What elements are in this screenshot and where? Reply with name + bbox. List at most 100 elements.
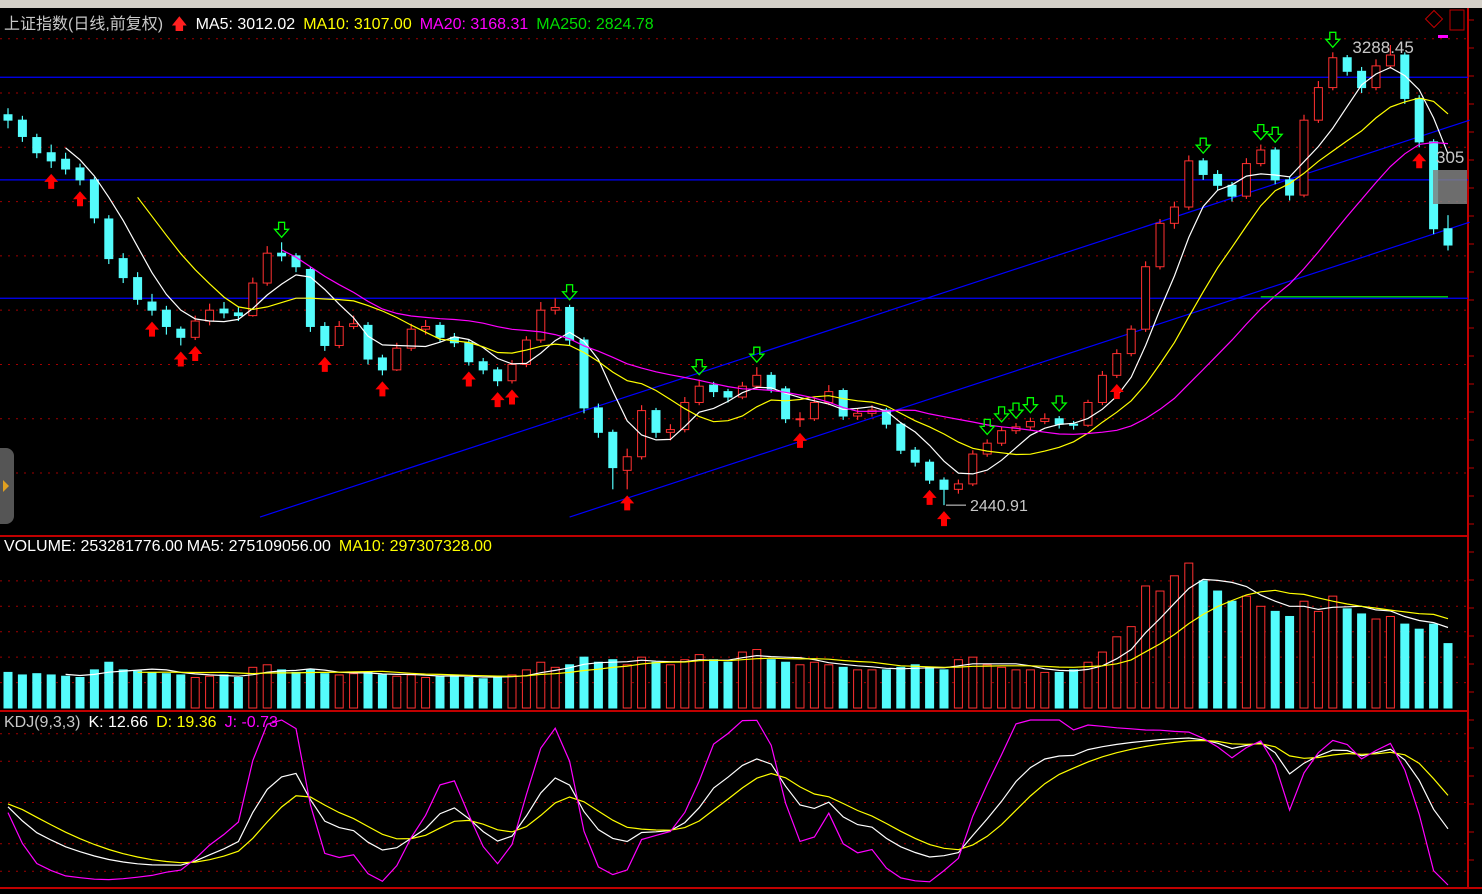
candle-body xyxy=(464,342,474,363)
volume-bar xyxy=(89,669,99,709)
sell-signal-arrow-icon xyxy=(1252,123,1270,141)
volume-bar xyxy=(104,661,114,709)
kdj-d-value: D: 19.36 xyxy=(156,714,217,731)
candle-body xyxy=(637,410,647,458)
candle-body xyxy=(1227,184,1237,197)
buy-signal-arrow-icon xyxy=(317,356,332,372)
ma20-line xyxy=(281,141,1449,435)
ma20-value: MA20: 3168.31 xyxy=(419,16,529,33)
candle-body xyxy=(709,384,719,393)
volume-bar xyxy=(161,673,171,709)
volume-bar xyxy=(1227,600,1237,709)
candle-body xyxy=(680,401,690,431)
candle-body xyxy=(766,374,776,390)
candle-body xyxy=(32,137,42,154)
volume-bar xyxy=(406,674,416,709)
sell-signal-arrow-icon xyxy=(690,359,708,376)
volume-bar xyxy=(910,664,920,709)
candle-body xyxy=(1069,423,1079,426)
candle-body xyxy=(89,179,99,219)
volume-bar xyxy=(565,664,575,709)
volume-bar xyxy=(536,661,546,709)
kdj-j-line xyxy=(7,719,1449,886)
buy-signal-arrow-icon xyxy=(490,392,505,408)
price-cursor-box xyxy=(1433,170,1467,204)
volume-bar xyxy=(1443,643,1453,709)
volume-bar xyxy=(421,676,431,709)
buy-signal-arrow-icon xyxy=(173,351,188,367)
candle-body xyxy=(493,369,503,382)
candle-body xyxy=(233,312,243,317)
volume-bar xyxy=(1169,575,1179,709)
volume-bar xyxy=(1025,669,1035,709)
candle-body xyxy=(1414,97,1424,143)
candle-body xyxy=(536,309,546,341)
volume-bar xyxy=(982,664,992,709)
buy-signal-arrow-icon xyxy=(793,432,807,448)
candle-body xyxy=(896,423,906,451)
volume-bar xyxy=(1371,618,1381,709)
volume-bar xyxy=(392,675,402,709)
buy-signal-arrow-icon xyxy=(1412,153,1427,169)
volume-bar xyxy=(997,666,1007,709)
volume-bar xyxy=(665,664,675,709)
candle-body xyxy=(1083,401,1093,426)
sell-signal-arrow-icon xyxy=(993,406,1011,423)
candle-body xyxy=(939,479,949,490)
candle-body xyxy=(809,401,819,420)
volume-bar xyxy=(1011,669,1021,709)
candle-body xyxy=(147,301,157,311)
candle-body xyxy=(46,152,56,162)
volume-bar xyxy=(1054,671,1064,709)
volume-bar xyxy=(1155,590,1165,709)
volume-bar xyxy=(637,656,647,709)
kdj-legend: KDJ(9,3,3) K: 12.66 D: 19.36 J: -0.73 xyxy=(4,714,286,732)
volume-bar xyxy=(219,674,229,709)
sell-signal-arrow-icon xyxy=(748,346,766,364)
candle-body xyxy=(1385,54,1395,67)
volume-bar xyxy=(1299,600,1309,709)
candle-body xyxy=(593,407,603,433)
volume-bar xyxy=(133,670,143,709)
index-title: 上证指数(日线,前复权) xyxy=(4,16,164,33)
volume-bar xyxy=(680,659,690,709)
candle-body xyxy=(723,391,733,398)
candle-body xyxy=(1184,160,1194,208)
volume-bar xyxy=(334,674,344,709)
buy-signal-arrow-icon xyxy=(1109,384,1124,400)
volume-bar xyxy=(939,669,949,709)
volume-bar xyxy=(1400,623,1410,709)
candle-body xyxy=(1299,119,1309,196)
high-price-label: 3288.45 xyxy=(1352,38,1413,57)
signal-arrow-icon: 🡅 xyxy=(171,16,188,33)
candle-body xyxy=(176,328,186,338)
volume-bar xyxy=(1069,669,1079,709)
volume-bar xyxy=(608,659,618,709)
candle-body xyxy=(118,258,128,279)
volume-bar xyxy=(449,674,459,709)
volume-bar xyxy=(1083,661,1093,709)
candle-body xyxy=(1025,420,1035,428)
candle-body xyxy=(277,252,287,257)
buy-signal-arrow-icon xyxy=(620,495,635,511)
volume-bar xyxy=(824,664,834,709)
volume-bar xyxy=(694,654,704,709)
volume-bar xyxy=(838,666,848,709)
sell-signal-arrow-icon xyxy=(1324,31,1342,49)
volume-bar xyxy=(1184,562,1194,709)
volume-bar xyxy=(3,671,13,709)
buy-signal-arrow-icon xyxy=(188,346,203,362)
sidebar-expand-tab[interactable] xyxy=(0,448,14,524)
kdj-j-value: J: -0.73 xyxy=(224,714,278,731)
buy-signal-arrow-icon xyxy=(44,173,59,189)
candle-body xyxy=(392,347,402,371)
candle-body xyxy=(363,324,373,360)
volume-bar xyxy=(320,673,330,709)
candle-body xyxy=(781,388,791,420)
candle-body xyxy=(1126,328,1136,355)
candle-body xyxy=(1270,149,1280,181)
candle-body xyxy=(190,320,200,338)
volume-bar xyxy=(867,669,877,709)
candle-body xyxy=(507,363,517,382)
